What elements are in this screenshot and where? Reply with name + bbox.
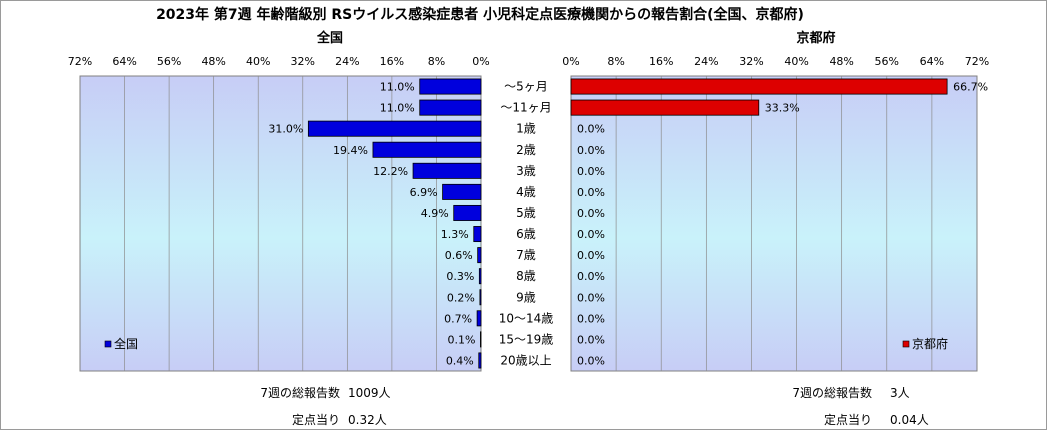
category-label: 1歳 (516, 122, 536, 136)
national-value-label: 0.1% (447, 333, 475, 346)
kyoto-value-label: 33.3% (765, 102, 800, 115)
kyoto-bar (570, 78, 948, 95)
category-label: 6歳 (516, 227, 536, 241)
kyoto-value-label: 0.0% (577, 249, 605, 262)
national-bar (473, 226, 482, 243)
kyoto-value-label: 0.0% (577, 333, 605, 346)
kyoto-plot-area (570, 75, 978, 372)
national-value-label: 11.0% (380, 102, 415, 115)
category-label: ～5ヶ月 (504, 80, 548, 94)
kyoto-x-tick-label: 48% (829, 55, 853, 68)
national-bar (372, 141, 482, 158)
national-value-label: 0.2% (447, 291, 475, 304)
national-total-value: 1009人 (348, 386, 391, 400)
national-value-label: 12.2% (373, 165, 408, 178)
kyoto-value-label: 0.0% (577, 291, 605, 304)
national-x-tick-label: 64% (112, 55, 136, 68)
national-bar (480, 331, 482, 348)
kyoto-per-value: 0.04人 (890, 413, 929, 427)
national-bar (476, 310, 482, 327)
kyoto-value-label: 0.0% (577, 270, 605, 283)
category-label: 4歳 (516, 185, 536, 199)
national-legend-swatch (104, 340, 112, 348)
kyoto-value-label: 0.0% (577, 186, 605, 199)
national-value-label: 6.9% (410, 186, 438, 199)
national-bar (453, 204, 482, 221)
national-x-tick-label: 48% (201, 55, 225, 68)
kyoto-value-label: 0.0% (577, 354, 605, 367)
kyoto-x-tick-label: 8% (607, 55, 624, 68)
kyoto-x-tick-label: 0% (562, 55, 579, 68)
national-bar (478, 352, 482, 369)
category-label: 20歳以上 (500, 353, 551, 367)
national-x-tick-label: 24% (335, 55, 359, 68)
national-value-label: 0.7% (444, 312, 472, 325)
kyoto-value-label: 0.0% (577, 228, 605, 241)
national-bar (442, 183, 482, 200)
kyoto-x-tick-label: 16% (649, 55, 673, 68)
category-label: 2歳 (516, 143, 536, 157)
category-label: 8歳 (516, 269, 536, 283)
kyoto-value-label: 0.0% (577, 207, 605, 220)
national-value-label: 11.0% (380, 81, 415, 94)
national-value-label: 0.4% (446, 354, 474, 367)
kyoto-x-tick-label: 32% (739, 55, 763, 68)
national-bar (478, 268, 482, 285)
category-label: 3歳 (516, 164, 536, 178)
kyoto-bar (570, 99, 760, 116)
category-label: 10～14歳 (499, 311, 554, 325)
kyoto-legend-swatch (902, 340, 910, 348)
category-label: 9歳 (516, 290, 536, 304)
national-value-label: 0.6% (445, 249, 473, 262)
national-x-tick-label: 0% (472, 55, 489, 68)
kyoto-value-label: 0.0% (577, 144, 605, 157)
national-bar (419, 78, 482, 95)
kyoto-value-label: 0.0% (577, 312, 605, 325)
national-x-tick-label: 8% (428, 55, 445, 68)
category-label: 15～19歳 (499, 332, 554, 346)
national-total-label: 7週の総報告数 (260, 386, 340, 400)
kyoto-x-tick-label: 24% (694, 55, 718, 68)
national-panel-title: 全国 (316, 31, 343, 46)
kyoto-x-tick-label: 72% (965, 55, 989, 68)
national-value-label: 4.9% (421, 207, 449, 220)
national-plot-area (79, 75, 482, 372)
category-label: 5歳 (516, 206, 536, 220)
kyoto-total-value: 3人 (890, 386, 910, 400)
kyoto-x-tick-label: 64% (920, 55, 944, 68)
national-value-label: 0.3% (446, 270, 474, 283)
national-x-tick-label: 40% (246, 55, 270, 68)
kyoto-value-label: 0.0% (577, 123, 605, 136)
national-bar (419, 99, 482, 116)
kyoto-panel-title: 京都府 (796, 31, 836, 46)
kyoto-value-label: 66.7% (953, 81, 988, 94)
kyoto-legend-label: 京都府 (912, 336, 948, 351)
national-bar (412, 162, 482, 179)
national-x-tick-label: 16% (380, 55, 404, 68)
national-per-label: 定点当り (291, 413, 340, 427)
category-label: 7歳 (516, 248, 536, 262)
national-x-tick-label: 56% (157, 55, 181, 68)
national-bar (307, 120, 482, 137)
category-label: ～11ヶ月 (500, 101, 551, 115)
chart-title: 2023年 第7週 年齢階級別 RSウイルス感染症患者 小児科定点医療機関からの… (156, 7, 804, 23)
kyoto-x-tick-label: 56% (875, 55, 899, 68)
kyoto-x-tick-label: 40% (784, 55, 808, 68)
national-per-value: 0.32人 (348, 413, 387, 427)
national-bar (477, 247, 482, 264)
national-value-label: 19.4% (333, 144, 368, 157)
kyoto-total-label: 7週の総報告数 (792, 386, 872, 400)
kyoto-value-label: 0.0% (577, 165, 605, 178)
national-bar (479, 289, 482, 306)
kyoto-per-label: 定点当り (823, 413, 872, 427)
national-legend-label: 全国 (114, 336, 138, 351)
national-value-label: 31.0% (268, 123, 303, 136)
national-value-label: 1.3% (441, 228, 469, 241)
national-x-tick-label: 32% (291, 55, 315, 68)
national-x-tick-label: 72% (68, 55, 92, 68)
